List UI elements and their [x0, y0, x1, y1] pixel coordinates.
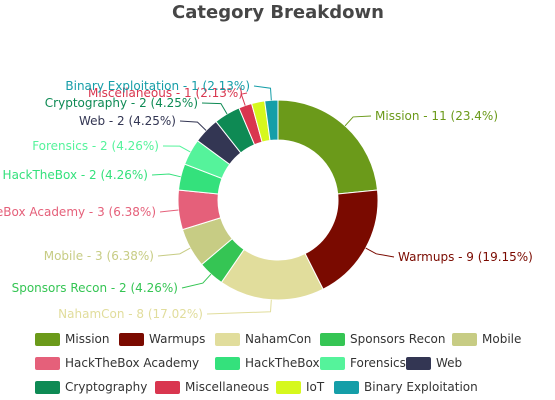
legend-item-miscellaneous[interactable]: Miscellaneous	[155, 380, 269, 394]
label-line-forensics	[163, 146, 190, 152]
label-line-binary-exploitation	[254, 86, 271, 100]
slice-label-mobile: Mobile - 3 (6.38%)	[44, 249, 154, 263]
legend-item-forensics[interactable]: Forensics	[320, 356, 406, 370]
legend-item-cryptography[interactable]: Cryptography	[35, 380, 147, 394]
slice-label-mission: Mission - 11 (23.4%)	[375, 109, 498, 123]
slice-label-web: Web - 2 (4.25%)	[79, 114, 176, 128]
slice-label-forensics: Forensics - 2 (4.26%)	[32, 139, 159, 153]
legend-item-hackthebox[interactable]: HackTheBox	[215, 356, 320, 370]
label-line-web	[180, 121, 206, 130]
legend-swatch	[215, 357, 240, 370]
legend-label: IoT	[306, 380, 325, 394]
slice-label-warmups: Warmups - 9 (19.15%)	[398, 250, 533, 264]
legend-label: Miscellaneous	[185, 380, 269, 394]
slice-label-binary-exploitation: Binary Exploitation - 1 (2.13%)	[65, 79, 250, 93]
legend-swatch	[35, 357, 60, 370]
legend-swatch	[119, 333, 144, 346]
legend-swatch	[320, 357, 345, 370]
legend-label: Mobile	[482, 332, 521, 346]
label-line-cryptography	[202, 103, 227, 114]
legend-item-hackthebox-academy[interactable]: HackTheBox Academy	[35, 356, 199, 370]
legend-item-sponsors-recon[interactable]: Sponsors Recon	[320, 332, 446, 346]
legend-swatch	[452, 333, 477, 346]
legend-item-binary-exploitation[interactable]: Binary Exploitation	[334, 380, 478, 394]
legend-swatch	[320, 333, 345, 346]
legend-label: Binary Exploitation	[364, 380, 478, 394]
legend-item-mission[interactable]: Mission	[35, 332, 109, 346]
label-line-mobile	[158, 248, 190, 256]
slice-label-hackthebox: HackTheBox - 2 (4.26%)	[3, 168, 148, 182]
legend-swatch	[334, 381, 359, 394]
legend-label: Sponsors Recon	[350, 332, 446, 346]
legend-item-warmups[interactable]: Warmups	[119, 332, 205, 346]
label-line-hackthebox	[152, 174, 181, 177]
legend-item-mobile[interactable]: Mobile	[452, 332, 521, 346]
legend-label: Forensics	[350, 356, 406, 370]
legend-item-iot[interactable]: IoT	[276, 380, 325, 394]
legend-label: Cryptography	[65, 380, 147, 394]
legend-label: Warmups	[149, 332, 205, 346]
legend-label: NahamCon	[245, 332, 311, 346]
slice-label-nahamcon: NahamCon - 8 (17.02%)	[58, 307, 203, 321]
legend-swatch	[155, 381, 180, 394]
label-line-sponsors-recon	[182, 274, 211, 288]
label-line-warmups	[366, 248, 394, 257]
legend-swatch	[276, 381, 301, 394]
legend-label: HackTheBox	[245, 356, 320, 370]
legend: Mission Warmups NahamCon Sponsors Recon Mobi…	[35, 332, 521, 394]
legend-swatch	[406, 357, 431, 370]
label-line-nahamcon	[207, 300, 271, 314]
slice-label-hackthebox-academy: HackTheBox Academy - 3 (6.38%)	[0, 205, 156, 219]
label-line-mission	[345, 116, 371, 126]
legend-swatch	[35, 381, 60, 394]
chart-title: Category Breakdown	[172, 2, 384, 23]
legend-label: Web	[436, 356, 462, 370]
slice-label-sponsors-recon: Sponsors Recon - 2 (4.26%)	[12, 281, 178, 295]
legend-swatch	[215, 333, 240, 346]
legend-label: HackTheBox Academy	[65, 356, 199, 370]
label-line-hackthebox-academy	[160, 210, 179, 212]
donut-slices	[178, 100, 378, 300]
legend-label: Mission	[65, 332, 109, 346]
legend-item-nahamcon[interactable]: NahamCon	[215, 332, 311, 346]
legend-swatch	[35, 333, 60, 346]
slice-mission[interactable]	[278, 100, 377, 194]
legend-item-web[interactable]: Web	[406, 356, 462, 370]
